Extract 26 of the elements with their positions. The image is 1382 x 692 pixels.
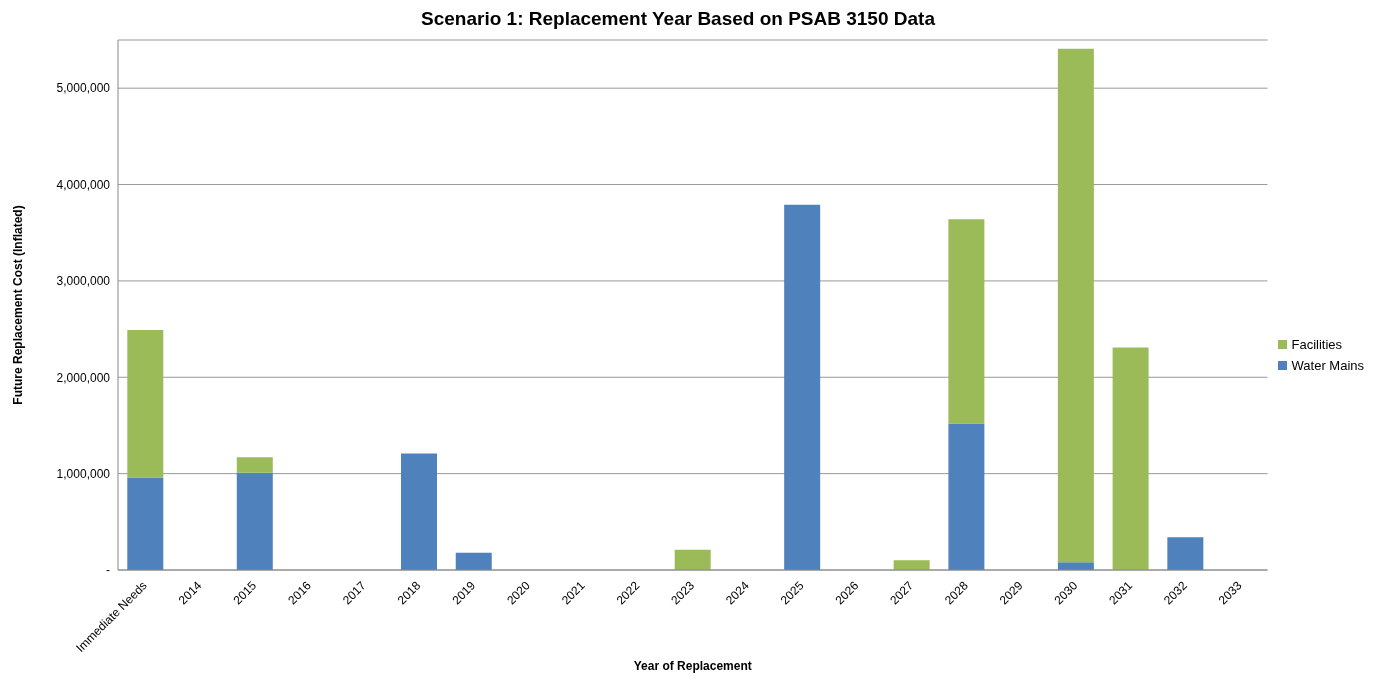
bar — [1167, 537, 1204, 570]
bar — [401, 453, 437, 570]
bar — [1112, 347, 1149, 570]
bar — [127, 477, 164, 570]
bar — [784, 204, 821, 570]
y-tick-label: 3,000,000 — [56, 274, 111, 289]
chart-title: Scenario 1: Replacement Year Based on PSAB 3150 Data — [420, 8, 936, 30]
bar — [893, 560, 930, 570]
x-axis-title: Year of Replacement — [633, 659, 752, 673]
y-tick-label: - — [106, 563, 110, 578]
bar — [455, 552, 492, 570]
y-axis-title: Future Replacement Cost (Inflated) — [11, 205, 26, 405]
bar — [948, 219, 985, 424]
bar — [948, 423, 985, 570]
bar — [236, 457, 273, 473]
y-tick-label: 1,000,000 — [56, 466, 111, 481]
bar — [236, 472, 273, 570]
bar — [1057, 48, 1094, 563]
bar — [674, 549, 711, 570]
y-tick-label: 5,000,000 — [56, 81, 111, 96]
bar — [127, 330, 164, 478]
bar — [1057, 562, 1094, 570]
y-tick-label: 4,000,000 — [56, 177, 111, 192]
y-tick-label: 2,000,000 — [56, 370, 111, 385]
legend-label: Facilities — [1291, 337, 1343, 352]
legend-label: Water Mains — [1291, 358, 1364, 373]
